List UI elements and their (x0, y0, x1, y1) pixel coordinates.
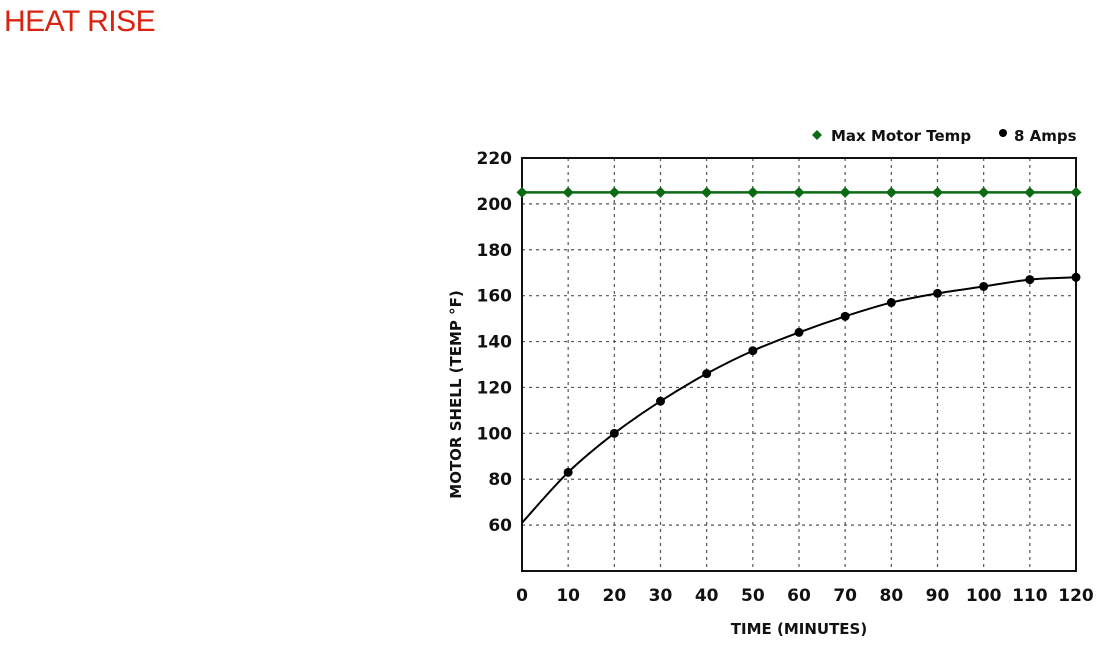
x-tick-label: 70 (833, 586, 857, 606)
data-point-8-amps (1025, 275, 1035, 285)
x-tick-label: 80 (879, 586, 903, 606)
data-point-max-motor-temp (516, 186, 528, 198)
x-tick-labels: 0 10 20 30 40 50 60 70 80 90 100 110 120 (516, 586, 1094, 606)
y-tick-label: 100 (477, 424, 513, 444)
data-point-max-motor-temp (793, 186, 805, 198)
y-tick-label: 180 (477, 241, 513, 261)
data-point-8-amps (748, 346, 758, 356)
data-point-max-motor-temp (655, 186, 666, 198)
plot-border (521, 157, 1077, 572)
data-point-max-motor-temp (885, 186, 897, 198)
x-axis-title: TIME (MINUTES) (731, 620, 867, 638)
data-point-8-amps (794, 327, 804, 337)
data-point-max-motor-temp (608, 186, 620, 198)
data-point-max-motor-temp (1070, 186, 1082, 198)
data-point-8-amps (886, 298, 896, 308)
y-tick-label: 160 (477, 287, 513, 307)
data-point-8-amps (979, 281, 989, 291)
data-point-max-motor-temp (978, 186, 990, 198)
data-point-max-motor-temp (747, 186, 759, 198)
legend-label-8-amps: 8 Amps (1014, 127, 1077, 145)
x-tick-label: 60 (787, 586, 811, 606)
y-tick-label: 220 (477, 149, 513, 169)
legend-marker-8-amps (999, 129, 1007, 137)
x-tick-label: 120 (1058, 586, 1094, 606)
y-tick-label: 120 (477, 378, 513, 398)
data-point-max-motor-temp (1024, 186, 1036, 198)
x-tick-label: 20 (602, 586, 626, 606)
legend-marker-max-motor-temp (812, 130, 822, 140)
y-tick-label: 60 (488, 516, 512, 536)
x-tick-label: 30 (649, 586, 673, 606)
legend: Max Motor Temp 8 Amps (812, 127, 1077, 145)
data-point-8-amps (563, 467, 573, 477)
legend-label-max-motor-temp: Max Motor Temp (831, 127, 971, 145)
data-point-8-amps (840, 311, 850, 321)
y-tick-label: 140 (477, 333, 513, 353)
y-tick-label: 80 (488, 470, 512, 490)
page-heading: HEAT RISE (4, 5, 156, 38)
x-tick-label: 50 (741, 586, 765, 606)
data-point-max-motor-temp (701, 186, 713, 198)
x-tick-label: 110 (1012, 586, 1048, 606)
x-tick-label: 40 (695, 586, 719, 606)
x-tick-label: 90 (926, 586, 950, 606)
y-axis-title: MOTOR SHELL (TEMP °F) (447, 290, 465, 498)
data-point-8-amps (1071, 272, 1081, 282)
data-point-8-amps (609, 428, 619, 438)
data-point-8-amps (656, 396, 665, 406)
data-point-8-amps (702, 369, 712, 379)
grid-lines (522, 158, 1076, 571)
series-8-amps (521, 272, 1081, 524)
y-tick-label: 200 (477, 195, 513, 215)
data-point-max-motor-temp (932, 186, 943, 198)
x-tick-label: 10 (556, 586, 580, 606)
data-point-max-motor-temp (839, 186, 851, 198)
x-tick-label: 0 (516, 586, 528, 606)
x-tick-label: 100 (966, 586, 1002, 606)
y-tick-labels: 60 80 100 120 140 160 180 200 220 (477, 149, 513, 536)
data-point-max-motor-temp (562, 186, 574, 198)
series-max-motor-temp (516, 186, 1082, 198)
data-point-8-amps (933, 288, 942, 298)
